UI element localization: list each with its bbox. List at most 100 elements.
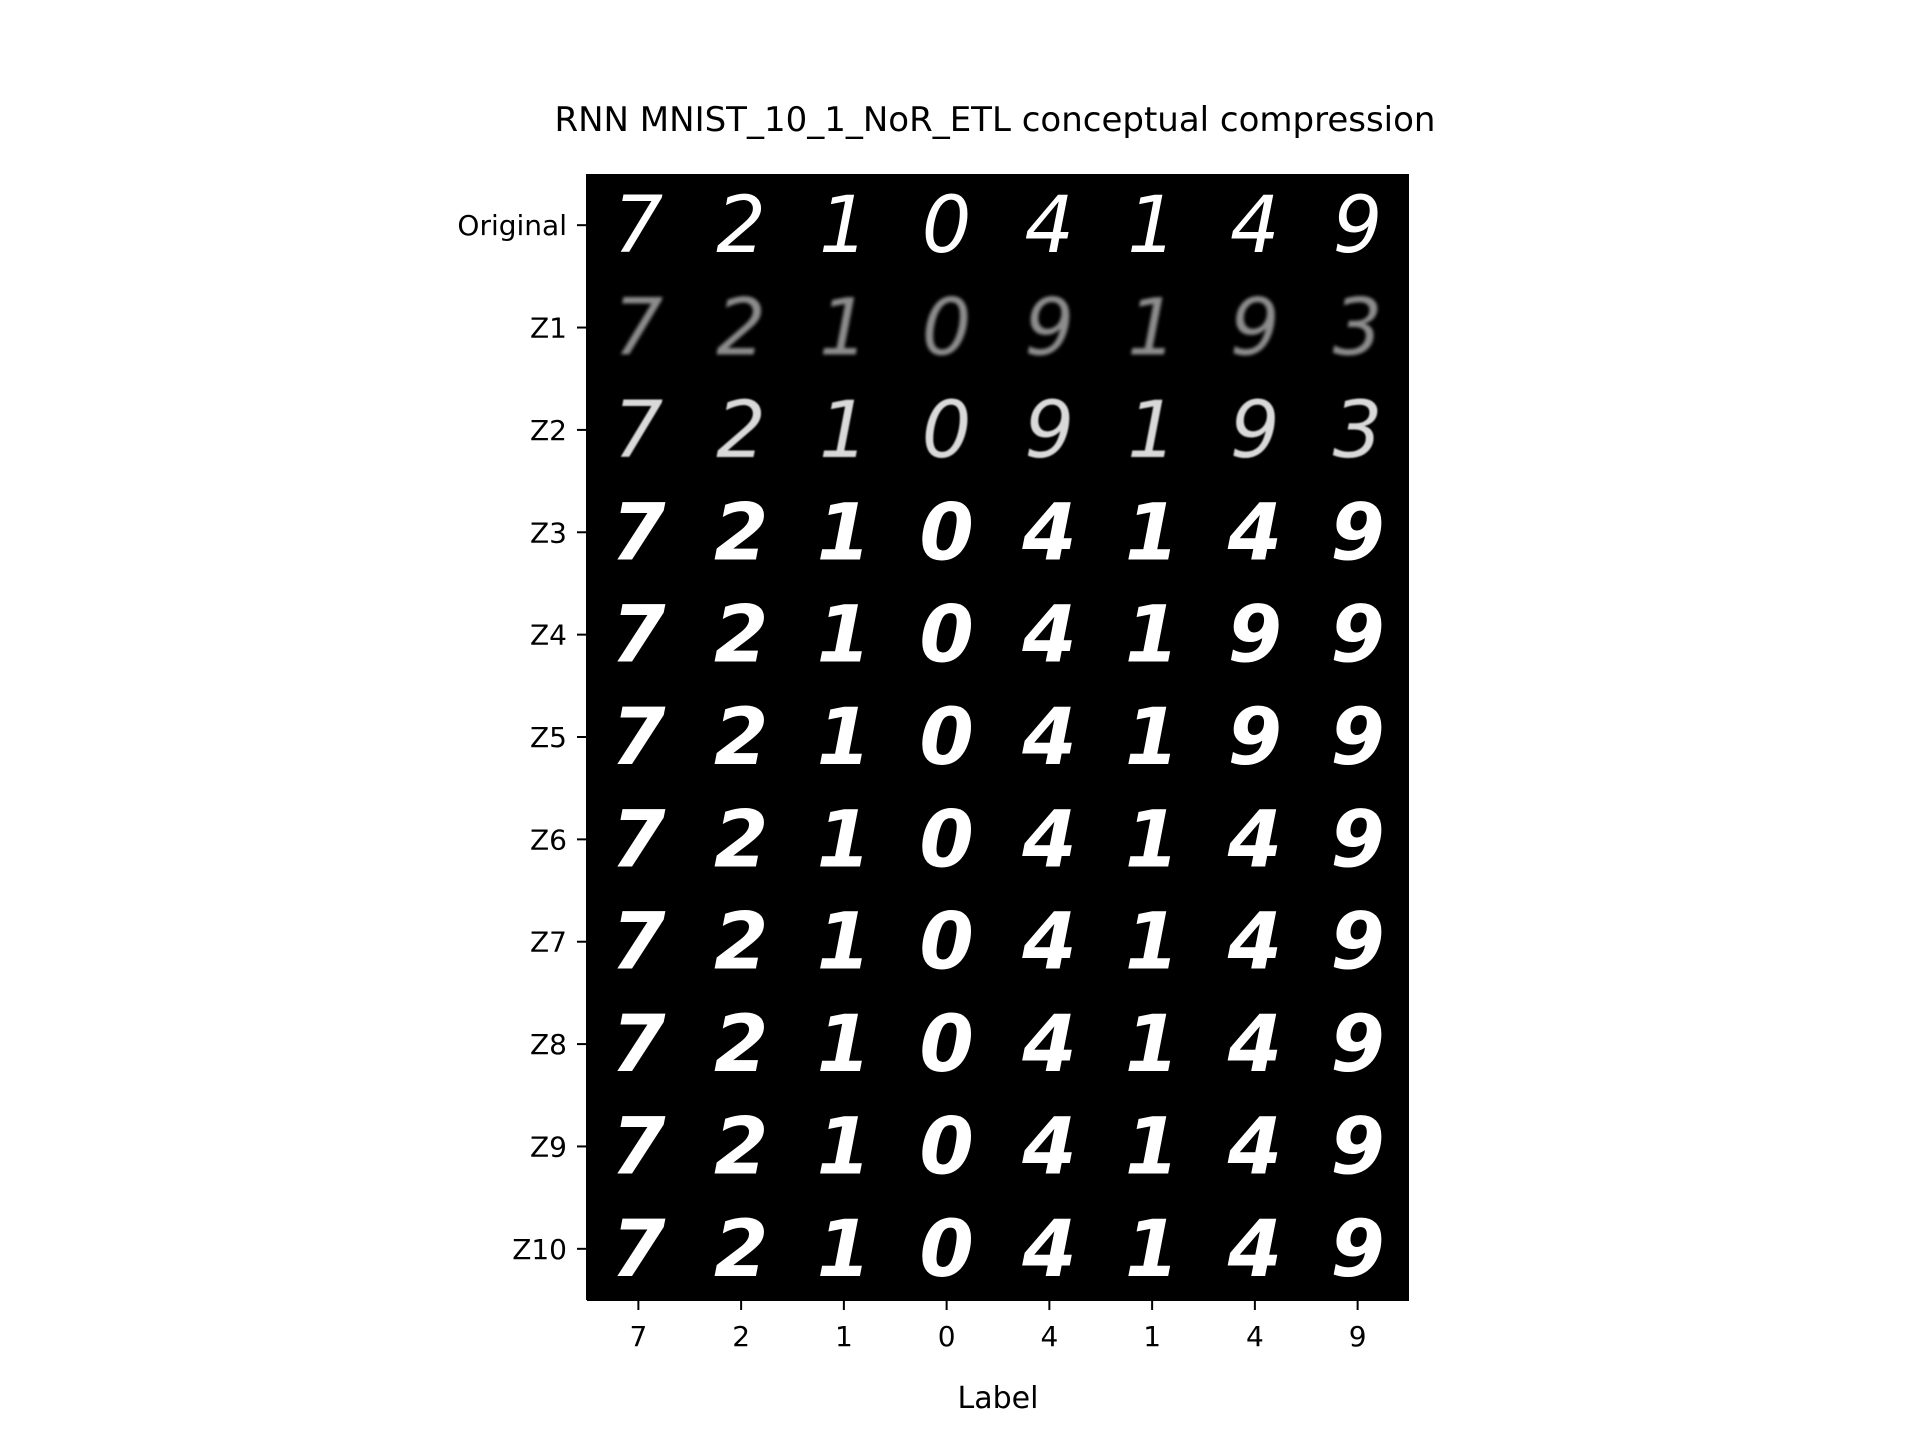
image-cell-r7-c7: 9 xyxy=(1330,898,1384,988)
image-cell-r4-c6: 9 xyxy=(1228,591,1282,681)
image-cell-r0-c1: 2 xyxy=(716,181,766,271)
image-cell-r9-c7: 9 xyxy=(1330,1102,1384,1192)
image-cell-r8-c7: 9 xyxy=(1330,1000,1384,1090)
image-cell-r8-c1: 2 xyxy=(714,1000,768,1090)
image-cell-r5-c7: 9 xyxy=(1330,693,1384,783)
image-cell-r1-c2: 1 xyxy=(819,284,869,374)
image-cell-r6-c3: 0 xyxy=(919,795,973,885)
image-cell-r0-c0: 7 xyxy=(614,181,664,271)
image-cell-r10-c1: 2 xyxy=(714,1205,768,1295)
image-cell-r5-c5: 1 xyxy=(1125,693,1179,783)
x-tick-label-6: 4 xyxy=(1246,1320,1264,1353)
image-cell-r6-c5: 1 xyxy=(1125,795,1179,885)
y-tick-label-8: Z8 xyxy=(530,1028,567,1061)
image-cell-r2-c0: 7 xyxy=(614,386,664,476)
image-cell-r9-c2: 1 xyxy=(817,1102,871,1192)
image-cell-r6-c0: 7 xyxy=(611,795,666,885)
image-cell-r7-c5: 1 xyxy=(1125,898,1179,988)
image-cell-r1-c4: 9 xyxy=(1025,284,1075,374)
image-cell-r3-c6: 4 xyxy=(1227,488,1282,578)
image-cell-r7-c2: 1 xyxy=(817,898,871,988)
image-cell-r10-c6: 4 xyxy=(1227,1205,1282,1295)
image-cell-r10-c3: 0 xyxy=(919,1205,973,1295)
image-cell-r9-c6: 4 xyxy=(1227,1102,1282,1192)
image-cell-r3-c3: 0 xyxy=(919,488,973,578)
x-tick-label-1: 2 xyxy=(732,1320,750,1353)
image-cell-r3-c0: 7 xyxy=(611,488,666,578)
image-cell-r9-c4: 4 xyxy=(1021,1102,1076,1192)
image-cell-r1-c5: 1 xyxy=(1127,284,1177,374)
y-tick-label-6: Z6 xyxy=(530,823,567,856)
image-cell-r5-c2: 1 xyxy=(817,693,871,783)
image-cell-r1-c0: 7 xyxy=(614,284,664,374)
image-cell-r0-c2: 1 xyxy=(819,181,869,271)
x-tick-label-7: 9 xyxy=(1349,1320,1367,1353)
y-tick-label-1: Z1 xyxy=(530,312,567,345)
image-cell-r9-c5: 1 xyxy=(1125,1102,1179,1192)
image-cell-r6-c2: 1 xyxy=(817,795,871,885)
y-tick-label-0: Original xyxy=(457,209,567,242)
image-cell-r3-c2: 1 xyxy=(817,488,871,578)
image-cell-r2-c6: 9 xyxy=(1230,386,1280,476)
image-cell-r1-c3: 0 xyxy=(922,284,972,374)
image-cell-r2-c1: 2 xyxy=(716,386,766,476)
y-tick-label-3: Z3 xyxy=(530,516,567,549)
image-cell-r7-c6: 4 xyxy=(1227,898,1282,988)
image-cell-r4-c7: 9 xyxy=(1330,591,1384,681)
x-axis-label: Label xyxy=(958,1381,1039,1416)
image-cell-r3-c4: 4 xyxy=(1021,488,1076,578)
image-cell-r5-c1: 2 xyxy=(714,693,768,783)
image-cell-r1-c6: 9 xyxy=(1230,284,1280,374)
y-tick-label-9: Z9 xyxy=(530,1130,567,1163)
image-cell-r5-c3: 0 xyxy=(919,693,973,783)
image-cell-r5-c4: 4 xyxy=(1021,693,1076,783)
image-cell-r10-c0: 7 xyxy=(611,1205,666,1295)
y-tick-label-4: Z4 xyxy=(530,619,567,652)
image-cell-r0-c3: 0 xyxy=(922,181,972,271)
image-cell-r3-c7: 9 xyxy=(1330,488,1384,578)
image-cell-r7-c3: 0 xyxy=(919,898,973,988)
image-cell-r10-c2: 1 xyxy=(817,1205,871,1295)
y-tick-label-10: Z10 xyxy=(512,1233,567,1266)
image-cells: 7 2 1 0 4 1 4 97 2 1 0 9 1 9 37 2 1 0 9 1 9 37 2 1 0 4 1 4 97 2 1 0 4 1 9 9… xyxy=(611,181,1385,1295)
image-cell-r8-c0: 7 xyxy=(611,1000,666,1090)
image-cell-r4-c2: 1 xyxy=(817,591,871,681)
image-cell-r1-c7: 3 xyxy=(1333,284,1383,374)
image-cell-r4-c5: 1 xyxy=(1125,591,1179,681)
image-cell-r3-c1: 2 xyxy=(714,488,768,578)
chart-title: RNN MNIST_10_1_NoR_ETL conceptual compre… xyxy=(554,100,1436,140)
image-cell-r0-c4: 4 xyxy=(1025,181,1075,271)
image-cell-r0-c6: 4 xyxy=(1230,181,1280,271)
image-cell-r10-c4: 4 xyxy=(1021,1205,1076,1295)
image-cell-r5-c0: 7 xyxy=(611,693,666,783)
image-cell-r2-c2: 1 xyxy=(819,386,869,476)
image-cell-r3-c5: 1 xyxy=(1125,488,1179,578)
image-cell-r0-c5: 1 xyxy=(1127,181,1177,271)
image-cell-r4-c3: 0 xyxy=(919,591,973,681)
image-cell-r2-c3: 0 xyxy=(922,386,972,476)
x-tick-label-0: 7 xyxy=(629,1320,647,1353)
image-cell-r8-c6: 4 xyxy=(1227,1000,1282,1090)
image-cell-r8-c4: 4 xyxy=(1021,1000,1076,1090)
image-cell-r9-c3: 0 xyxy=(919,1102,973,1192)
image-cell-r2-c5: 1 xyxy=(1127,386,1177,476)
x-tick-label-2: 1 xyxy=(835,1320,853,1353)
image-cell-r5-c6: 9 xyxy=(1228,693,1282,783)
image-cell-r2-c4: 9 xyxy=(1025,386,1075,476)
image-cell-r6-c6: 4 xyxy=(1227,795,1282,885)
image-cell-r6-c7: 9 xyxy=(1330,795,1384,885)
y-tick-label-7: Z7 xyxy=(530,926,567,959)
image-grid-background xyxy=(587,174,1409,1300)
x-tick-label-3: 0 xyxy=(938,1320,956,1353)
image-cell-r10-c7: 9 xyxy=(1330,1205,1384,1295)
image-cell-r8-c5: 1 xyxy=(1125,1000,1179,1090)
image-cell-r9-c1: 2 xyxy=(714,1102,768,1192)
image-cell-r10-c5: 1 xyxy=(1125,1205,1179,1295)
image-cell-r7-c0: 7 xyxy=(611,898,666,988)
image-cell-r7-c1: 2 xyxy=(714,898,768,988)
image-cell-r6-c4: 4 xyxy=(1021,795,1076,885)
image-cell-r4-c4: 4 xyxy=(1021,591,1076,681)
